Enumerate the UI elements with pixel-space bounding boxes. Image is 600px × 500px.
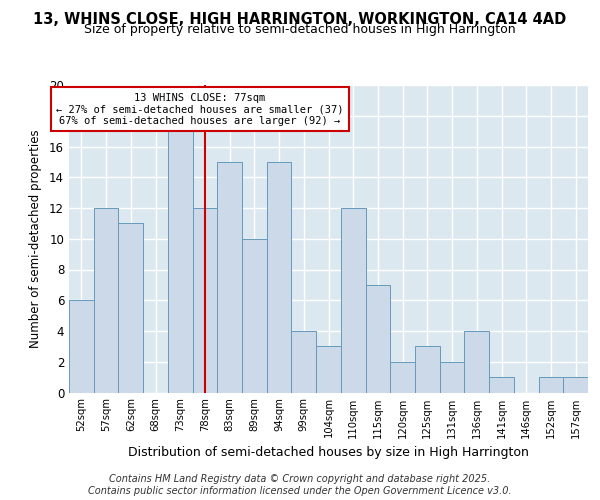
Bar (168, 131, 193, 392)
Bar (489, 377, 514, 392)
Bar (69, 300, 94, 392)
Bar (365, 285, 390, 393)
Bar (464, 331, 489, 392)
Bar (292, 331, 316, 392)
Text: Contains HM Land Registry data © Crown copyright and database right 2025.
Contai: Contains HM Land Registry data © Crown c… (88, 474, 512, 496)
Text: 13 WHINS CLOSE: 77sqm
← 27% of semi-detached houses are smaller (37)
67% of semi: 13 WHINS CLOSE: 77sqm ← 27% of semi-deta… (56, 92, 344, 126)
Bar (267, 162, 292, 392)
Bar (94, 208, 118, 392)
Y-axis label: Number of semi-detached properties: Number of semi-detached properties (29, 130, 42, 348)
Text: Size of property relative to semi-detached houses in High Harrington: Size of property relative to semi-detach… (84, 24, 516, 36)
Bar (193, 208, 217, 392)
Bar (341, 208, 365, 392)
Bar (118, 224, 143, 392)
Bar (563, 377, 588, 392)
Bar (440, 362, 464, 392)
Text: 13, WHINS CLOSE, HIGH HARRINGTON, WORKINGTON, CA14 4AD: 13, WHINS CLOSE, HIGH HARRINGTON, WORKIN… (34, 12, 566, 28)
Bar (539, 377, 563, 392)
Bar (242, 239, 267, 392)
Bar (390, 362, 415, 392)
Bar (415, 346, 440, 393)
Bar (217, 162, 242, 392)
Bar (316, 346, 341, 393)
X-axis label: Distribution of semi-detached houses by size in High Harrington: Distribution of semi-detached houses by … (128, 446, 529, 459)
